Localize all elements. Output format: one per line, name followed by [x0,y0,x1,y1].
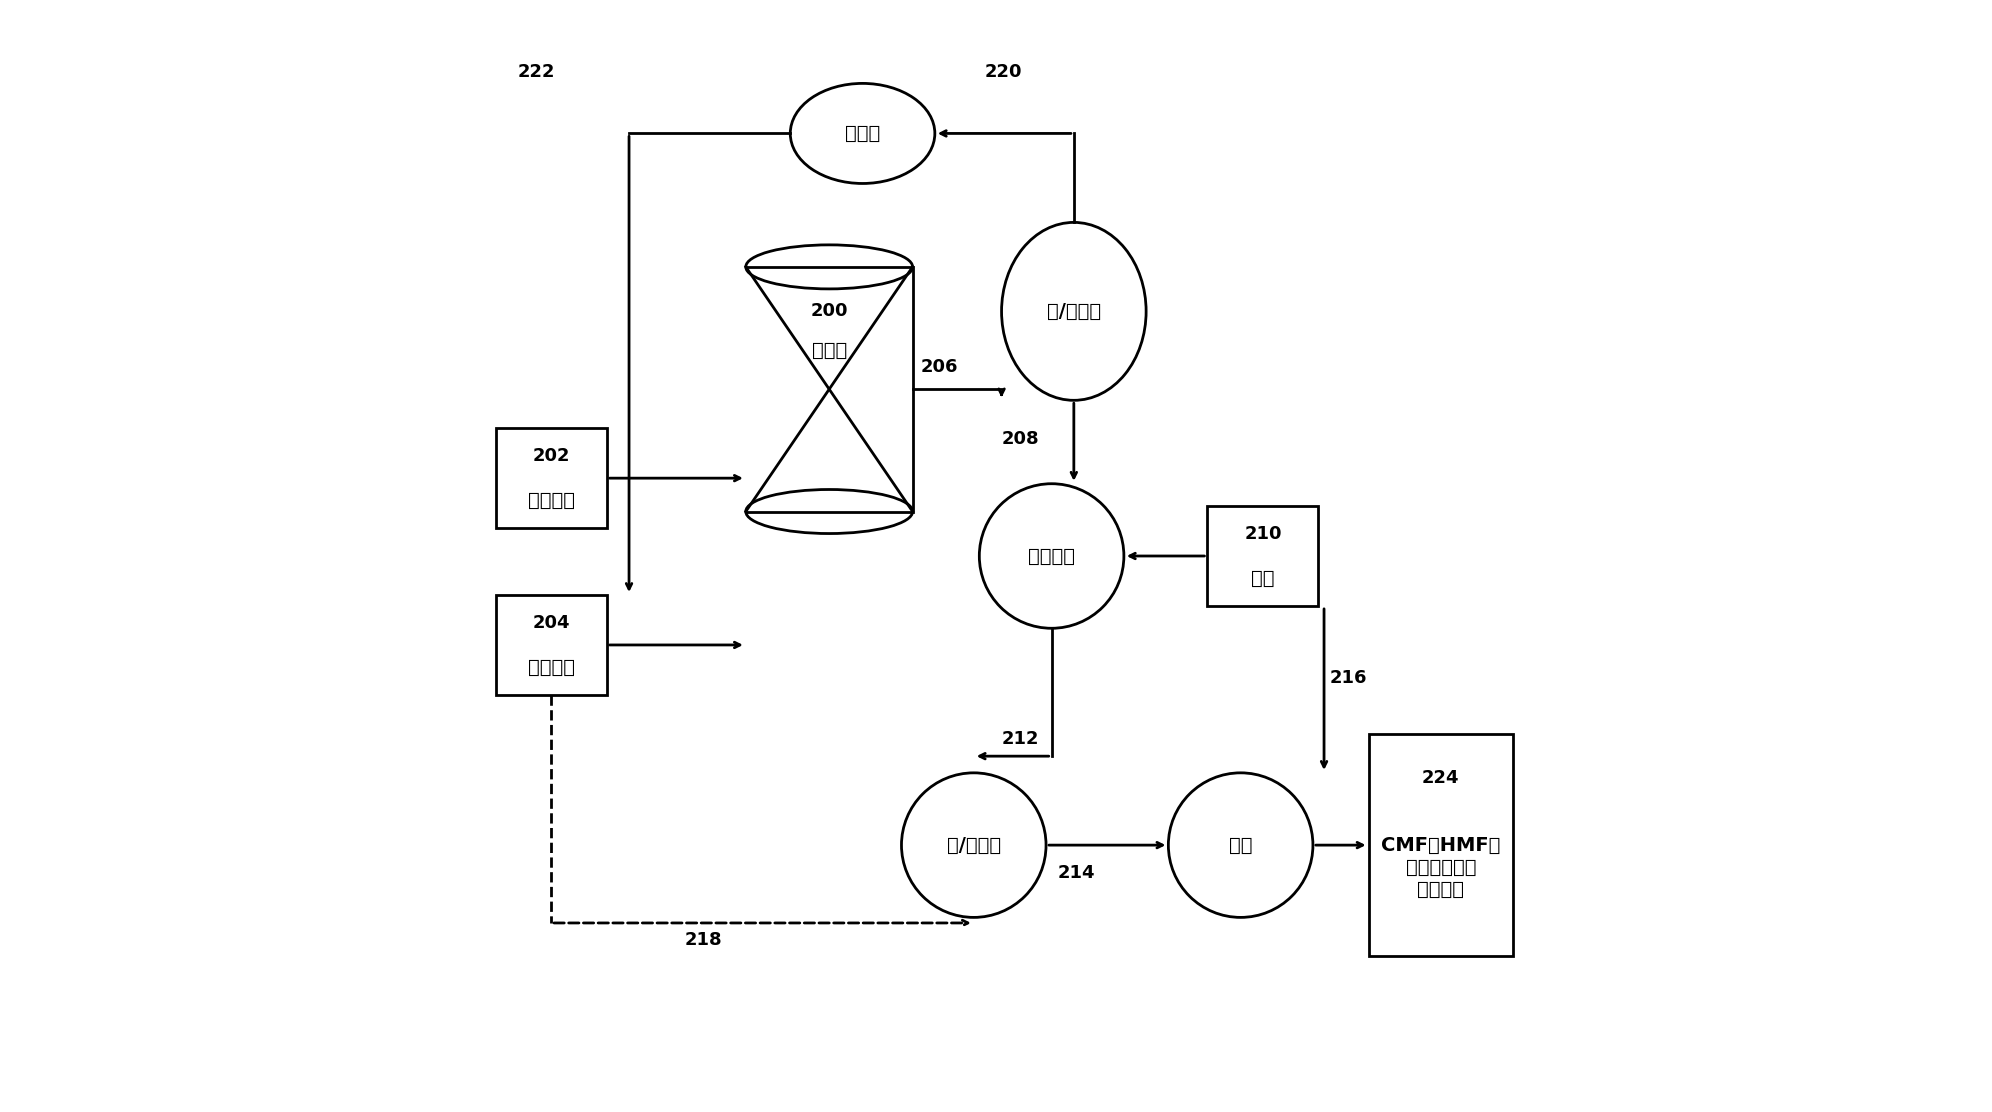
Text: 206: 206 [920,358,958,376]
Text: 214: 214 [1058,864,1096,882]
Text: 202: 202 [532,447,570,465]
Text: 224: 224 [1422,770,1460,787]
Text: 固/气分离: 固/气分离 [1046,301,1102,321]
Text: 溶剂: 溶剂 [1251,568,1275,588]
Text: 干燥剂: 干燥剂 [845,123,880,143]
Text: 固/液分离: 固/液分离 [946,835,1000,855]
Text: 蒸馏: 蒸馏 [1229,835,1253,855]
Text: 反应器: 反应器 [811,340,847,360]
Text: 216: 216 [1329,669,1367,687]
Text: 200: 200 [811,302,849,320]
Text: 220: 220 [984,63,1022,81]
Text: 210: 210 [1245,525,1281,543]
Text: 气体进入: 气体进入 [528,490,576,510]
Text: 212: 212 [1002,731,1040,748]
Text: 溶剂骤冷: 溶剂骤冷 [1028,546,1076,566]
Text: 222: 222 [518,63,556,81]
Text: 208: 208 [1002,430,1040,448]
Text: 进料进入: 进料进入 [528,657,576,677]
Text: 204: 204 [532,614,570,632]
Text: 218: 218 [685,931,723,949]
Text: CMF、HMF、
糠醛（和其他
联产物）: CMF、HMF、 糠醛（和其他 联产物） [1380,836,1500,898]
